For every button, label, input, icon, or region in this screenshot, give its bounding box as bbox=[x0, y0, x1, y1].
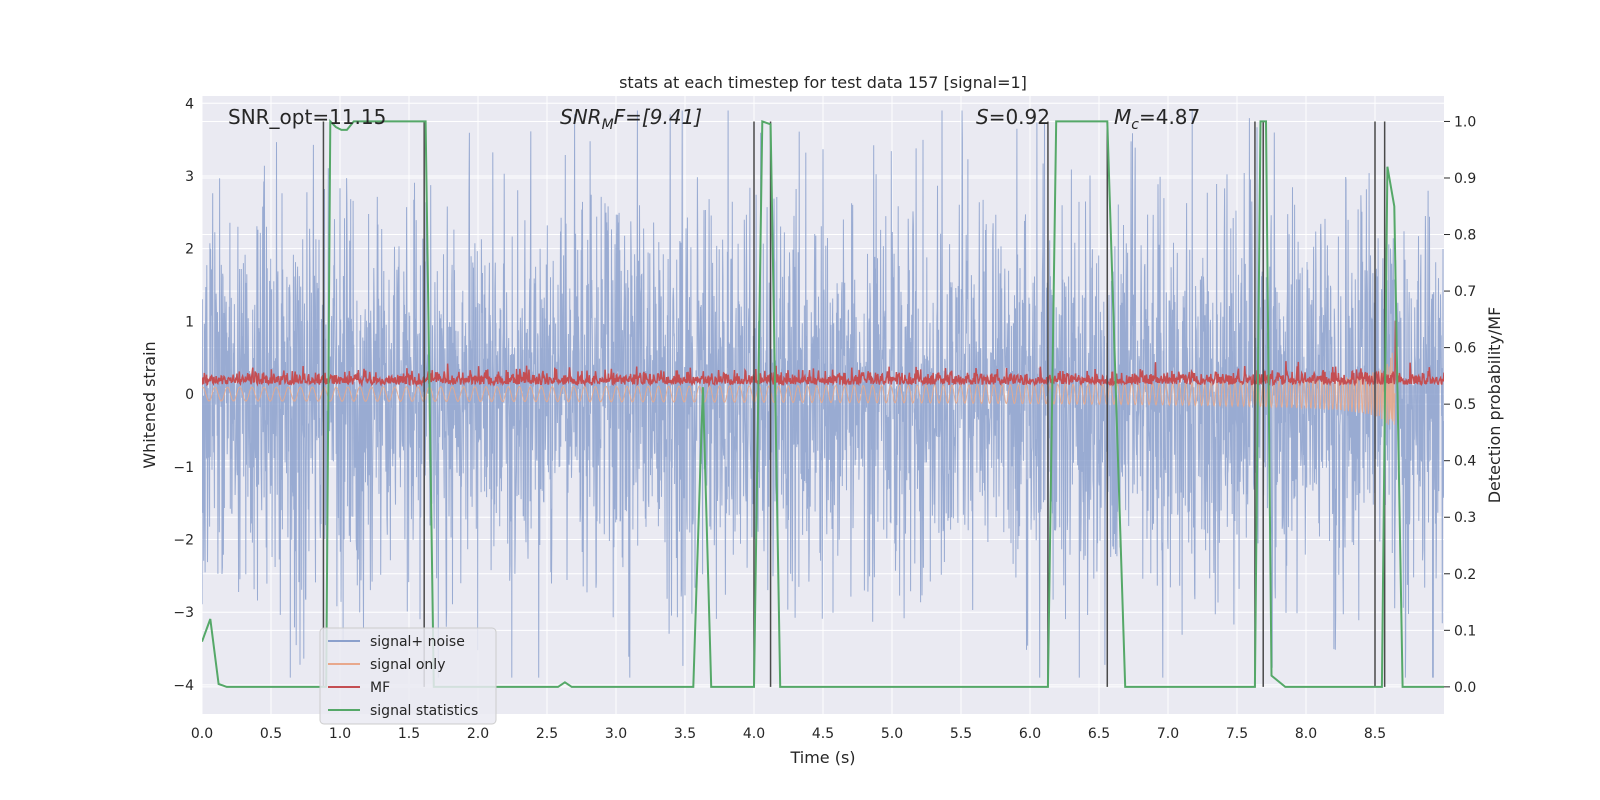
x-axis-ticks: 0.0 0.5 1.0 1.5 2.0 2.5 3.0 3.5 4.0 4.5 5.0 5.5 6.0 6… bbox=[191, 726, 1386, 742]
y-tick-label-right: 0.4 bbox=[1454, 454, 1476, 470]
annotation-snr-mf: SNRMF=[9.41] bbox=[560, 105, 702, 133]
x-tick-label: 6.0 bbox=[1019, 726, 1041, 742]
y-tick-label-left: 1 bbox=[185, 314, 194, 330]
series-signal-only bbox=[202, 352, 1396, 425]
y-axis-left-label: Whitened strain bbox=[140, 341, 159, 468]
x-tick-label: 8.0 bbox=[1295, 726, 1317, 742]
annotation-mc: Mc=4.87 bbox=[1114, 105, 1200, 133]
legend-label-statistics: signal statistics bbox=[370, 703, 478, 719]
annotation-snr-opt: SNR_opt=11.15 bbox=[228, 105, 386, 129]
y-tick-label-right: 0.3 bbox=[1454, 510, 1476, 526]
x-tick-label: 7.0 bbox=[1157, 726, 1179, 742]
y-axis-left-ticks: −4 −3 −2 −1 0 1 2 3 4 bbox=[173, 96, 194, 694]
x-tick-label: 0.5 bbox=[260, 726, 282, 742]
x-tick-label: 7.5 bbox=[1226, 726, 1248, 742]
y-tick-label-left: 0 bbox=[185, 387, 194, 403]
x-tick-label: 2.5 bbox=[536, 726, 558, 742]
y-tick-label-right: 0.8 bbox=[1454, 228, 1476, 244]
y-tick-label-left: 2 bbox=[185, 242, 194, 258]
x-tick-label: 5.0 bbox=[881, 726, 903, 742]
y-tick-label-right: 0.2 bbox=[1454, 567, 1476, 583]
y-axis-right-label: Detection probability/MF bbox=[1485, 307, 1504, 504]
legend-label-signal-only: signal only bbox=[370, 657, 445, 673]
y-tick-label-right: 0.5 bbox=[1454, 397, 1476, 413]
x-tick-label: 3.0 bbox=[605, 726, 627, 742]
y-tick-label-left: 3 bbox=[185, 169, 194, 185]
x-tick-label: 8.5 bbox=[1364, 726, 1386, 742]
y-tick-label-left: −3 bbox=[173, 605, 194, 621]
y-tick-label-right: 0.6 bbox=[1454, 341, 1476, 357]
y-tick-label-right: 0.7 bbox=[1454, 284, 1476, 300]
x-tick-label: 3.5 bbox=[674, 726, 696, 742]
legend-label-noise: signal+ noise bbox=[370, 634, 465, 650]
x-tick-label: 5.5 bbox=[950, 726, 972, 742]
legend-label-mf: MF bbox=[370, 680, 390, 696]
x-tick-label: 1.5 bbox=[398, 726, 420, 742]
y-axis-right-ticks: 0.0 0.1 0.2 0.3 0.4 0.5 0.6 0.7 0.8 0.9 1.0 bbox=[1444, 114, 1476, 696]
x-axis-label: Time (s) bbox=[789, 748, 855, 767]
annotation-s: S=0.92 bbox=[976, 105, 1050, 129]
x-tick-label: 6.5 bbox=[1088, 726, 1110, 742]
series-layer bbox=[202, 110, 1444, 688]
x-tick-label: 4.5 bbox=[812, 726, 834, 742]
y-tick-label-right: 0.1 bbox=[1454, 623, 1476, 639]
y-tick-label-left: −4 bbox=[173, 678, 194, 694]
series-signal-noise bbox=[202, 110, 1444, 678]
y-tick-label-left: −1 bbox=[173, 460, 194, 476]
x-tick-label: 1.0 bbox=[329, 726, 351, 742]
legend-box bbox=[319, 627, 497, 725]
y-tick-label-left: −2 bbox=[173, 533, 194, 549]
series-signal-statistics bbox=[202, 118, 1444, 688]
x-tick-label: 2.0 bbox=[467, 726, 489, 742]
legend: signal+ noise signal only MF signal stat… bbox=[319, 627, 497, 725]
y-tick-label-left: 4 bbox=[185, 96, 194, 112]
x-tick-label: 4.0 bbox=[743, 726, 765, 742]
y-tick-label-right: 0.9 bbox=[1454, 171, 1476, 187]
chart-title: stats at each timestep for test data 157… bbox=[619, 73, 1027, 92]
y-tick-label-right: 1.0 bbox=[1454, 114, 1476, 130]
x-tick-label: 0.0 bbox=[191, 726, 213, 742]
y-tick-label-right: 0.0 bbox=[1454, 680, 1476, 696]
series-mf bbox=[202, 320, 1444, 388]
